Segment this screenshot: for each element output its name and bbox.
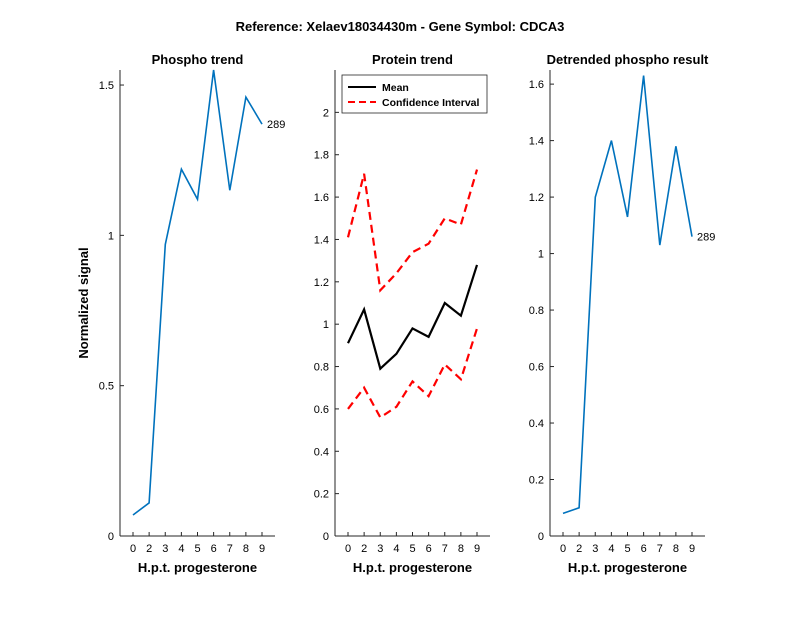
detrended-x-tick-label: 2 [576, 543, 582, 555]
ci-lower-line [347, 328, 479, 419]
protein-trend-panel: 00.20.40.60.811.21.41.61.820 2 3 4 5 6 7 8 9Prot… [314, 52, 490, 575]
protein-y-tick-label: 0.4 [314, 446, 329, 458]
phospho-title: Phospho trend [152, 52, 244, 67]
detrended-y-tick-label: 0.2 [529, 475, 544, 487]
phospho-x-tick-label: 4 [178, 543, 184, 555]
phospho-x-tick-label: 2 [146, 543, 152, 555]
protein-x-tick-label: 6 [426, 543, 432, 555]
detrended-y-tick-label: 0 [538, 531, 544, 543]
mean-line [347, 264, 479, 371]
protein-x-tick-label: 7 [442, 543, 448, 555]
detrended-y-tick-label: 0.8 [529, 305, 544, 317]
phospho-x-tick-label: 6 [211, 543, 217, 555]
protein-x-tick-label: 3 [377, 543, 383, 555]
detrended-x-tick-label: 8 [673, 543, 679, 555]
protein-y-tick-label: 1.6 [314, 192, 329, 204]
protein-y-tick-label: 0.8 [314, 362, 329, 374]
detrended-y-tick-label: 0.6 [529, 362, 544, 374]
detrended-title: Detrended phospho result [547, 52, 709, 67]
phospho-series-line [132, 69, 263, 516]
detrended-end-annotation: 289 [697, 232, 715, 244]
protein-y-tick-label: 1.8 [314, 150, 329, 162]
phospho-x-tick-label: 0 [130, 543, 136, 555]
detrended-y-tick-label: 1 [538, 249, 544, 261]
phospho-x-tick-label: 9 [259, 543, 265, 555]
phospho-x-tick-label: 8 [243, 543, 249, 555]
phospho-y-tick-label: 0.5 [99, 381, 114, 393]
protein-x-tick-label: 0 [345, 543, 351, 555]
protein-y-tick-label: 0.6 [314, 404, 329, 416]
protein-y-tick-label: 0 [323, 531, 329, 543]
ci-upper-line [346, 169, 479, 293]
detrended-x-tick-label: 6 [641, 543, 647, 555]
legend-ci-label: Confidence Interval [382, 97, 480, 109]
detrended-x-tick-label: 0 [560, 543, 566, 555]
detrended-series-line [562, 75, 693, 515]
detrended-x-tick-label: 4 [608, 543, 614, 555]
phospho-y-tick-label: 1 [108, 230, 114, 242]
phospho-end-annotation: 289 [267, 119, 285, 131]
detrended-x-tick-label: 9 [689, 543, 695, 555]
figure-suptitle: Reference: Xelaev18034430m - Gene Symbol… [236, 19, 565, 34]
phospho-y-tick-label: 1.5 [99, 80, 114, 92]
detrended-x-label: H.p.t. progesterone [568, 560, 687, 575]
phospho-x-tick-label: 3 [162, 543, 168, 555]
protein-y-tick-label: 1.2 [314, 277, 329, 289]
detrended-x-tick-label: 5 [624, 543, 630, 555]
protein-y-tick-label: 1.4 [314, 234, 329, 246]
detrended-y-tick-label: 1.4 [529, 136, 544, 148]
protein-y-tick-label: 0.2 [314, 489, 329, 501]
protein-title: Protein trend [372, 52, 453, 67]
protein-x-label: H.p.t. progesterone [353, 560, 472, 575]
protein-x-tick-label: 4 [393, 543, 399, 555]
protein-x-tick-label: 8 [458, 543, 464, 555]
phospho-y-tick-label: 0 [108, 531, 114, 543]
detrended-y-tick-label: 0.4 [529, 418, 544, 430]
detrended-y-tick-label: 1.6 [529, 79, 544, 91]
detrended-x-tick-label: 3 [592, 543, 598, 555]
protein-x-tick-label: 2 [361, 543, 367, 555]
legend-mean-label: Mean [382, 82, 409, 94]
detrended-x-tick-label: 7 [657, 543, 663, 555]
phospho-y-label: Normalized signal [76, 247, 91, 358]
detrended-y-tick-label: 1.2 [529, 192, 544, 204]
protein-y-tick-label: 1 [323, 319, 329, 331]
phospho-x-tick-label: 5 [194, 543, 200, 555]
detrended-phospho-panel: 00.20.40.60.811.21.41.60 2 3 4 5 6 7 8 9Detrende… [529, 52, 716, 575]
protein-x-tick-label: 9 [474, 543, 480, 555]
legend-box [341, 74, 488, 114]
phospho-x-tick-label: 7 [227, 543, 233, 555]
protein-y-tick-label: 2 [323, 107, 329, 119]
protein-x-tick-label: 5 [409, 543, 415, 555]
phospho-x-label: H.p.t. progesterone [138, 560, 257, 575]
